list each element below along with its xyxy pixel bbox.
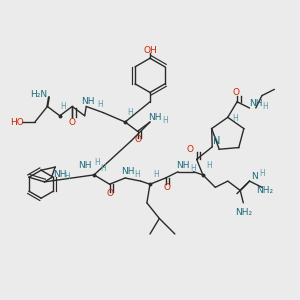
Text: NH: NH: [176, 161, 189, 170]
Text: H₂N: H₂N: [30, 89, 47, 98]
Text: O: O: [164, 183, 171, 192]
Text: O: O: [69, 118, 76, 127]
Text: H: H: [163, 116, 168, 125]
Text: O: O: [187, 146, 194, 154]
Text: H: H: [233, 114, 239, 123]
Text: H: H: [60, 102, 66, 111]
Text: NH: NH: [78, 161, 92, 170]
Text: H: H: [94, 158, 100, 167]
Text: H: H: [98, 100, 103, 109]
Text: H: H: [100, 164, 106, 173]
Text: O: O: [106, 189, 113, 198]
Text: NH: NH: [249, 99, 262, 108]
Text: H: H: [191, 164, 197, 173]
Text: H: H: [206, 161, 212, 170]
Text: H: H: [127, 108, 133, 117]
Text: NH: NH: [122, 167, 135, 176]
Text: O: O: [232, 88, 239, 97]
Text: H: H: [65, 172, 70, 181]
Text: NH: NH: [81, 97, 94, 106]
Text: NH₂: NH₂: [256, 186, 274, 195]
Text: O: O: [134, 135, 141, 144]
Text: H: H: [135, 170, 140, 179]
Text: N: N: [251, 172, 258, 181]
Text: HO: HO: [10, 118, 24, 127]
Text: H: H: [259, 169, 265, 178]
Text: NH: NH: [148, 113, 161, 122]
Text: OH: OH: [143, 46, 157, 55]
Text: H: H: [153, 170, 159, 179]
Text: NH: NH: [53, 170, 67, 179]
Text: NH₂: NH₂: [235, 208, 252, 217]
Text: H: H: [262, 102, 268, 111]
Text: N: N: [213, 136, 220, 146]
